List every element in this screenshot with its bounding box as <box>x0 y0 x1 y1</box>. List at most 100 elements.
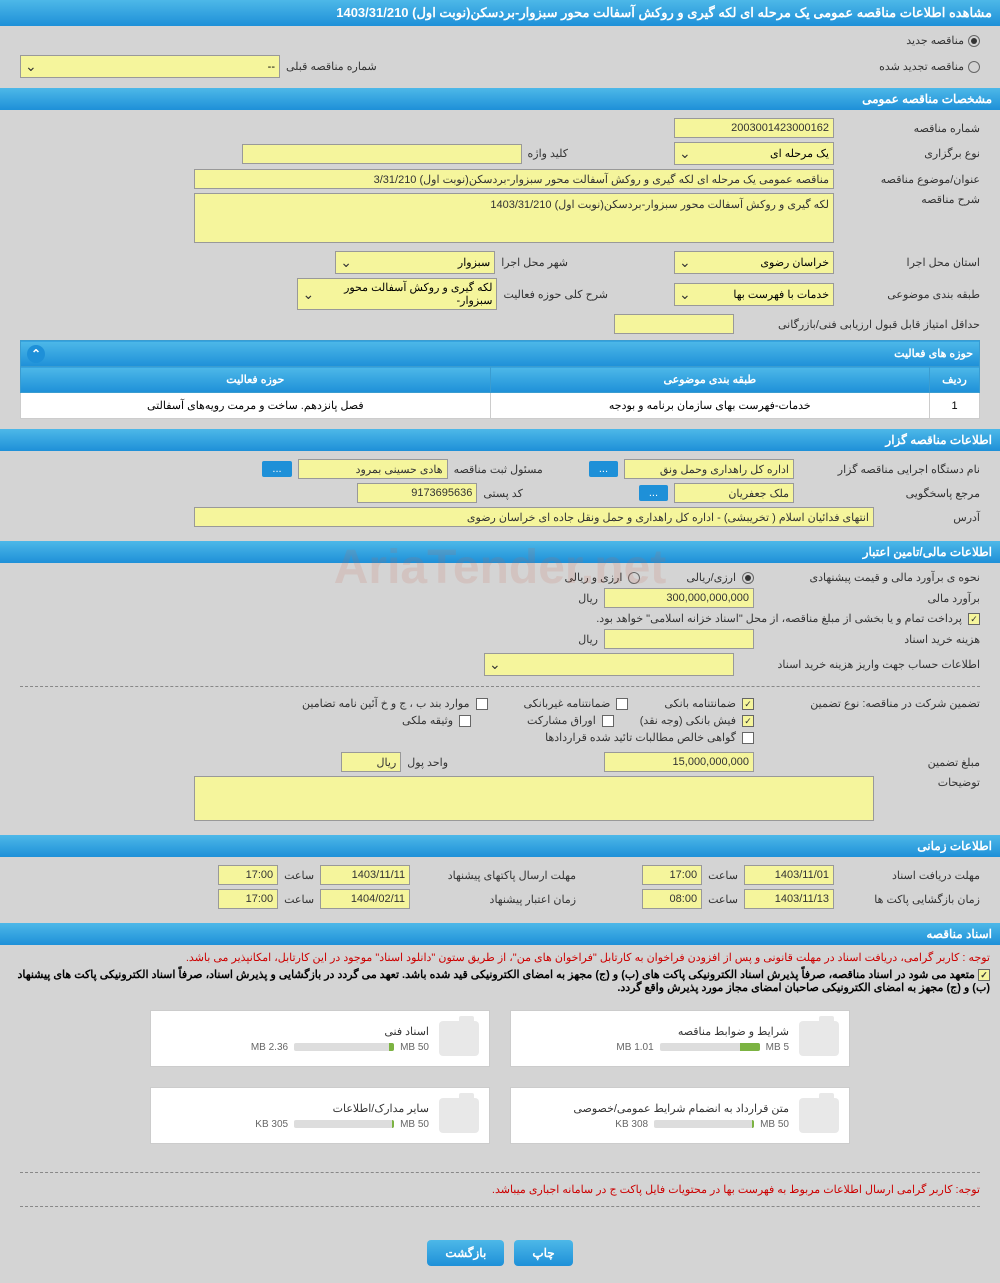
activity-table-title: حوزه های فعالیت <box>894 348 973 360</box>
estimate-field[interactable]: 300,000,000,000 <box>604 588 754 608</box>
validity-label: زمان اعتبار پیشنهاد <box>416 893 576 906</box>
section-timing: اطلاعات زمانی <box>0 835 1000 857</box>
keyword-label: کلید واژه <box>528 147 568 160</box>
registrar-field: هادی حسینی بمرود <box>298 459 448 479</box>
cb-bank-label: ضمانتنامه بانکی <box>664 697 736 710</box>
notes-field[interactable] <box>194 776 874 821</box>
file-max: 50 MB <box>400 1119 429 1130</box>
cb-items[interactable] <box>476 698 488 710</box>
packet-time[interactable]: 17:00 <box>218 865 278 885</box>
col-category: طبقه بندی موضوعی <box>490 367 929 393</box>
commitment-checkbox[interactable] <box>978 969 990 981</box>
cb-nonbank[interactable] <box>616 698 628 710</box>
folder-icon <box>439 1098 479 1133</box>
page-title: مشاهده اطلاعات مناقصه عمومی یک مرحله ای … <box>0 0 1000 26</box>
contact-search-button[interactable]: ... <box>639 485 668 501</box>
doc-cost-label: هزینه خرید اسناد <box>760 633 980 646</box>
file-progress <box>660 1043 760 1051</box>
activity-desc-label: شرح کلی حوزه فعالیت <box>503 288 608 301</box>
validity-date[interactable]: 1404/02/11 <box>320 889 410 909</box>
radio-new-label: مناقصه جدید <box>906 34 964 47</box>
desc-field[interactable]: لکه گیری و روکش آسفالت محور سبزوار-بردسک… <box>194 193 834 243</box>
collapse-icon[interactable]: ⌃ <box>27 345 45 363</box>
cb-check[interactable] <box>742 715 754 727</box>
validity-time[interactable]: 17:00 <box>218 889 278 909</box>
address-field: انتهای فدائیان اسلام ( تخریبشی) - اداره … <box>194 507 874 527</box>
cb-receivables-label: گواهی خالص مطالبات تائید شده قراردادها <box>545 731 736 744</box>
radio-rial[interactable] <box>742 572 754 584</box>
desc-label: شرح مناقصه <box>840 193 980 206</box>
account-dropdown[interactable] <box>484 653 734 676</box>
contact-field: ملک جعفریان <box>674 483 794 503</box>
file-title: اسناد فنی <box>161 1025 429 1038</box>
print-button[interactable]: چاپ <box>514 1240 572 1266</box>
doc-cost-currency: ریال <box>578 633 598 646</box>
org-label: نام دستگاه اجرایی مناقصه گزار <box>800 463 980 476</box>
doc-note2: متعهد می شود در اسناد مناقصه، صرفاً پذیر… <box>18 969 990 994</box>
time-label-4: ساعت <box>284 893 314 906</box>
cb-bonds[interactable] <box>602 715 614 727</box>
folder-icon <box>439 1021 479 1056</box>
postal-field: 9173695636 <box>357 483 477 503</box>
receive-time[interactable]: 17:00 <box>642 865 702 885</box>
cb-receivables[interactable] <box>742 732 754 744</box>
back-button[interactable]: بازگشت <box>427 1240 504 1266</box>
cb-property[interactable] <box>459 715 471 727</box>
city-dropdown[interactable]: سبزوار <box>335 251 495 274</box>
radio-renewed-label: مناقصه تجدید شده <box>879 60 964 73</box>
radio-rial-label: ارزی/ریالی <box>686 571 736 584</box>
min-score-field[interactable] <box>614 314 734 334</box>
city-label: شهر محل اجرا <box>501 256 568 269</box>
folder-icon <box>799 1021 839 1056</box>
min-score-label: حداقل امتیاز قابل قبول ارزیابی فنی/بازرگ… <box>740 318 980 331</box>
radio-new-tender[interactable] <box>968 35 980 47</box>
file-card[interactable]: سایر مدارک/اطلاعات 50 MB 305 KB <box>150 1087 490 1144</box>
doc-footer-note: توجه: کاربر گرامی ارسال اطلاعات مربوط به… <box>20 1183 980 1196</box>
open-label: زمان بازگشایی پاکت ها <box>840 893 980 906</box>
registrar-search-button[interactable]: ... <box>262 461 291 477</box>
receive-label: مهلت دریافت اسناد <box>840 869 980 882</box>
file-max: 5 MB <box>766 1042 789 1053</box>
file-title: شرایط و ضوابط مناقصه <box>521 1025 789 1038</box>
guarantee-amount-field[interactable]: 15,000,000,000 <box>604 752 754 772</box>
tender-type-radios: مناقصه جدید <box>0 26 1000 55</box>
receive-date[interactable]: 1403/11/01 <box>744 865 834 885</box>
org-search-button[interactable]: ... <box>589 461 618 477</box>
file-progress <box>294 1043 394 1051</box>
category-label: طبقه بندی موضوعی <box>840 288 980 301</box>
cb-bank[interactable] <box>742 698 754 710</box>
currency-unit-field: ریال <box>341 752 401 772</box>
radio-both[interactable] <box>628 572 640 584</box>
section-general: مشخصات مناقصه عمومی <box>0 88 1000 110</box>
file-card[interactable]: متن قرارداد به انضمام شرایط عمومی/خصوصی … <box>510 1087 850 1144</box>
province-dropdown[interactable]: خراسان رضوی <box>674 251 834 274</box>
file-card[interactable]: اسناد فنی 50 MB 2.36 MB <box>150 1010 490 1067</box>
packet-label: مهلت ارسال پاکتهای پیشنهاد <box>416 869 576 882</box>
time-label-1: ساعت <box>708 869 738 882</box>
prev-number-dropdown[interactable]: -- <box>20 55 280 78</box>
file-title: سایر مدارک/اطلاعات <box>161 1102 429 1115</box>
table-row: 1خدمات-فهرست بهای سازمان برنامه و بودجهف… <box>21 393 980 419</box>
file-title: متن قرارداد به انضمام شرایط عمومی/خصوصی <box>521 1102 789 1115</box>
notes-label: توضیحات <box>880 776 980 789</box>
cb-nonbank-label: ضمانتنامه غیربانکی <box>524 697 611 710</box>
col-activity: حوزه فعالیت <box>21 367 491 393</box>
subject-field[interactable]: مناقصه عمومی یک مرحله ای لکه گیری و روکش… <box>194 169 834 189</box>
keyword-field[interactable] <box>242 144 522 164</box>
open-date[interactable]: 1403/11/13 <box>744 889 834 909</box>
type-dropdown[interactable]: یک مرحله ای <box>674 142 834 165</box>
file-progress <box>654 1120 754 1128</box>
activity-desc-dropdown[interactable]: لکه گیری و روکش آسفالت محور سبزوار- <box>297 278 497 310</box>
registrar-label: مسئول ثبت مناقصه <box>454 463 543 476</box>
open-time[interactable]: 08:00 <box>642 889 702 909</box>
file-max: 50 MB <box>400 1042 429 1053</box>
col-row: ردیف <box>930 367 980 393</box>
radio-renewed-tender[interactable] <box>968 61 980 73</box>
doc-cost-field[interactable] <box>604 629 754 649</box>
file-card[interactable]: شرایط و ضوابط مناقصه 5 MB 1.01 MB <box>510 1010 850 1067</box>
packet-date[interactable]: 1403/11/11 <box>320 865 410 885</box>
payment-checkbox[interactable] <box>968 613 980 625</box>
section-owner: اطلاعات مناقصه گزار <box>0 429 1000 451</box>
category-dropdown[interactable]: خدمات با فهرست بها <box>674 283 834 306</box>
time-label-2: ساعت <box>284 869 314 882</box>
